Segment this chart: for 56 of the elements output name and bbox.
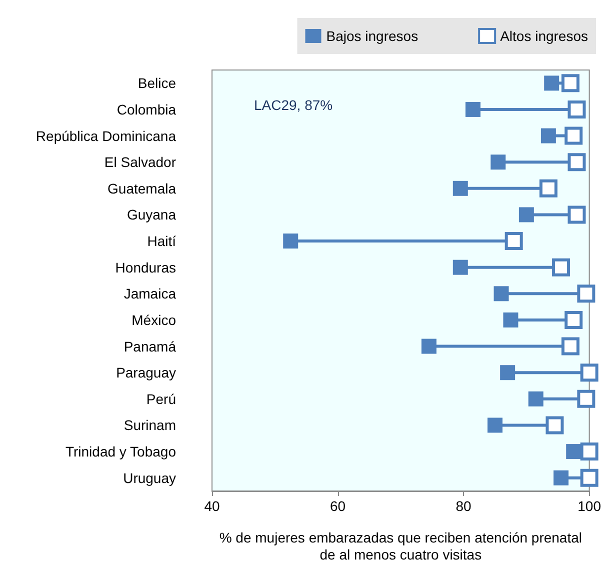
y-tick-label: Trinidad y Tobago bbox=[65, 444, 176, 460]
x-axis-title: % de mujeres embarazadas que reciben atención prenatal de al menos cuatro visitas bbox=[219, 530, 582, 562]
point bbox=[421, 338, 436, 354]
point bbox=[577, 390, 596, 408]
point bbox=[577, 284, 596, 303]
y-tick-label: Surinam bbox=[124, 417, 176, 434]
x-tick-label: 100 bbox=[578, 498, 602, 514]
point bbox=[465, 102, 480, 117]
point bbox=[561, 337, 580, 356]
point bbox=[546, 416, 564, 434]
point bbox=[283, 234, 298, 249]
point bbox=[561, 74, 580, 92]
annotation: LAC29, 87% bbox=[254, 97, 333, 113]
point bbox=[487, 418, 502, 433]
point bbox=[518, 207, 534, 222]
point bbox=[490, 154, 506, 170]
point bbox=[452, 180, 468, 196]
point bbox=[539, 179, 558, 198]
y-tick-label: Perú bbox=[146, 390, 176, 407]
point bbox=[503, 312, 518, 328]
point bbox=[566, 444, 582, 460]
legend-label: Bajos ingresos bbox=[326, 28, 418, 44]
y-tick-label: Paraguay bbox=[116, 364, 176, 381]
y-tick-label: Colombia bbox=[116, 101, 176, 118]
y-tick-label: México bbox=[132, 312, 176, 328]
point bbox=[564, 126, 583, 145]
point bbox=[568, 100, 586, 118]
x-tick-label: 80 bbox=[456, 498, 472, 514]
point bbox=[540, 128, 556, 144]
point bbox=[564, 310, 583, 329]
point bbox=[580, 364, 598, 382]
y-tick-label: Honduras bbox=[115, 259, 176, 276]
point bbox=[580, 442, 598, 461]
point bbox=[568, 206, 586, 224]
y-tick-label: El Salvador bbox=[104, 154, 176, 170]
y-tick-label: Panamá bbox=[124, 338, 176, 354]
point bbox=[500, 365, 516, 380]
y-tick-label: República Dominicana bbox=[36, 128, 176, 144]
y-tick-label: Uruguay bbox=[123, 470, 176, 486]
x-tick-label: 40 bbox=[204, 498, 220, 514]
y-tick-label: Haití bbox=[147, 233, 176, 250]
y-tick-label: Belice bbox=[138, 75, 176, 92]
x-tick-label: 60 bbox=[330, 498, 346, 514]
point bbox=[494, 286, 509, 302]
y-tick-label: Guatemala bbox=[108, 180, 176, 196]
point bbox=[552, 258, 570, 276]
point bbox=[544, 76, 560, 91]
point bbox=[504, 232, 523, 250]
legend-label: Altos ingresos bbox=[500, 28, 588, 44]
point bbox=[568, 153, 586, 172]
y-tick-label: Guyana bbox=[126, 206, 176, 223]
point bbox=[580, 468, 598, 487]
point bbox=[528, 391, 544, 406]
point bbox=[554, 470, 569, 486]
y-tick-label: Jamaica bbox=[124, 286, 176, 302]
point bbox=[452, 260, 468, 275]
